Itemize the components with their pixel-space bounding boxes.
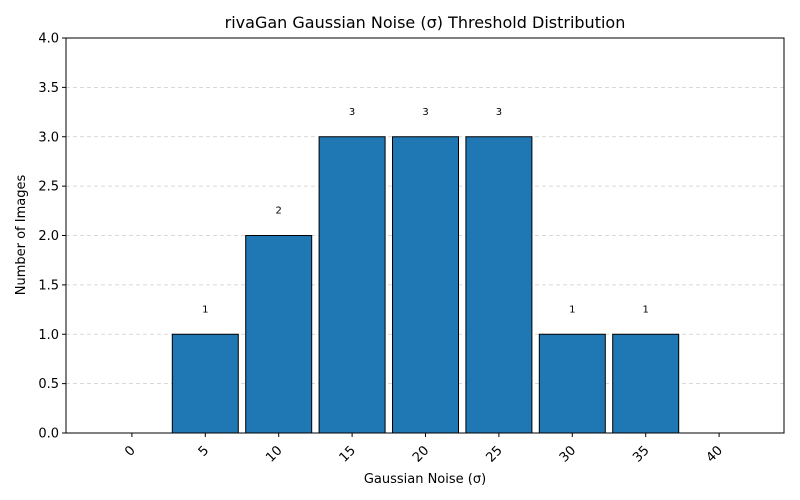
x-tick-label: 25 [483, 443, 505, 465]
y-axis-ticks: 0.0 0.5 1.0 1.5 2.0 2.5 3.0 3.5 4.0 [38, 32, 66, 442]
y-tick-label: 1.5 [38, 278, 59, 293]
data-labels: 1 2 3 3 3 1 1 [202, 107, 649, 316]
y-tick-label: 0.0 [38, 427, 59, 442]
y-tick-label: 0.5 [38, 377, 59, 392]
bar-value-label: 1 [202, 304, 208, 315]
x-tick-label: 35 [630, 443, 652, 465]
bar [392, 136, 459, 434]
bar-value-label: 2 [276, 206, 282, 217]
x-tick-label: 10 [263, 443, 285, 465]
y-tick-label: 2.0 [38, 229, 59, 244]
x-tick-label: 20 [410, 443, 432, 465]
y-tick-label: 3.0 [38, 130, 59, 145]
y-axis-title: Number of Images [14, 175, 29, 296]
bar [171, 333, 239, 434]
bar-value-label: 3 [496, 107, 502, 118]
y-tick-label: 2.5 [38, 180, 59, 195]
y-tick-label: 1.0 [38, 328, 59, 343]
x-tick-label: 15 [337, 443, 359, 465]
x-tick-label: 0 [122, 443, 138, 459]
chart-title: rivaGan Gaussian Noise (σ) Threshold Dis… [225, 13, 626, 32]
bar-value-label: 3 [349, 107, 355, 118]
x-axis-title: Gaussian Noise (σ) [364, 472, 486, 487]
x-tick-label: 5 [196, 443, 212, 459]
bar [538, 333, 606, 434]
y-tick-label: 3.5 [38, 81, 59, 96]
bar [612, 333, 680, 434]
bar [465, 136, 533, 434]
x-tick-label: 30 [557, 443, 579, 465]
bar [245, 235, 313, 434]
x-axis-ticks: 0 5 10 15 20 25 30 35 40 [122, 433, 726, 466]
x-tick-label: 40 [704, 443, 726, 465]
bar-value-label: 3 [422, 107, 428, 118]
bar [318, 136, 386, 434]
bar-value-label: 1 [643, 304, 649, 315]
y-tick-label: 4.0 [38, 32, 59, 47]
bar-value-label: 1 [569, 304, 575, 315]
